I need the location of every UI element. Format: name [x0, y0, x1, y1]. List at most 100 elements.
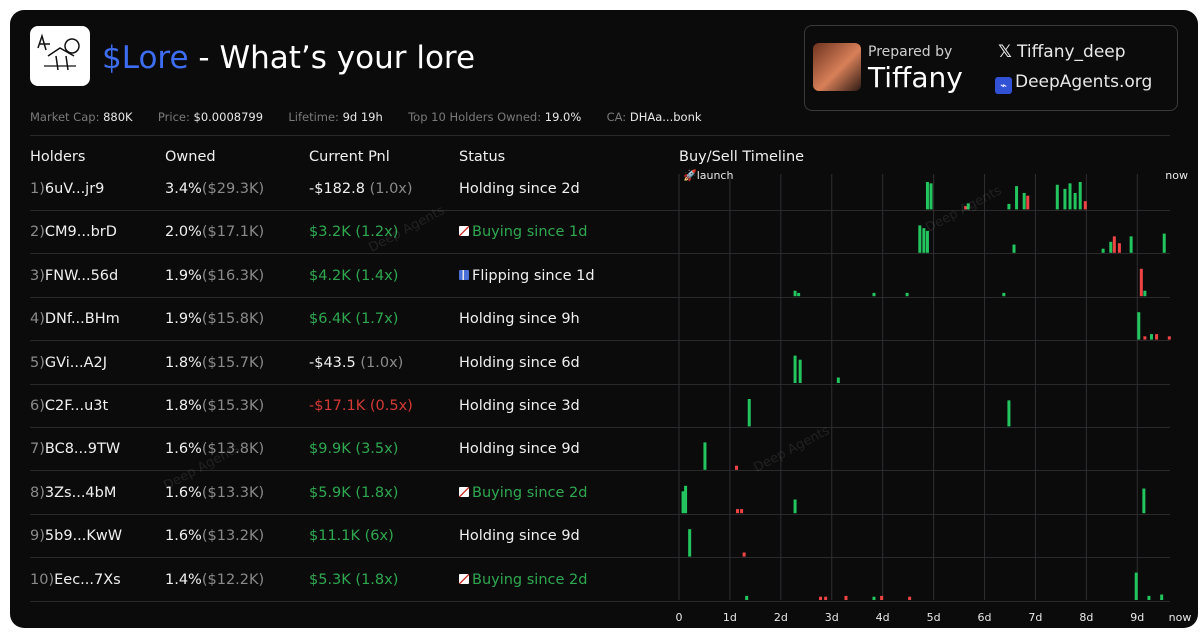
buy-bar: [797, 292, 801, 297]
pnl-cell: -$17.1K (0.5x): [309, 398, 413, 414]
sell-bar: [1083, 201, 1087, 210]
stat-value: $0.0008799: [193, 110, 264, 124]
holder-address[interactable]: 5b9...KwW: [44, 528, 123, 544]
buy-bar: [688, 529, 692, 557]
buy-bar: [1078, 182, 1082, 210]
buy-bar: [793, 499, 797, 514]
stat-value: 880K: [103, 110, 133, 124]
buy-bar: [1142, 488, 1146, 514]
owned-usd: ($17.1K): [201, 224, 265, 240]
pnl-cell: $5.9K (1.8x): [309, 485, 398, 501]
table-row[interactable]: 2)CM9...brD 2.0%($17.1K) $3.2K (1.2x) Buyin…: [10, 211, 1198, 254]
table-row[interactable]: 5)GVi...A2J 1.8%($15.7K) -$43.5 (1.0x) Hold…: [10, 342, 1198, 385]
pnl-value: -$43.5: [309, 355, 356, 371]
table-row[interactable]: 1)6uV...jr9 3.4%($29.3K) -$182.8 (1.0x) Hol…: [10, 168, 1198, 211]
holder-address[interactable]: 3Zs...4bM: [44, 485, 117, 501]
table-row[interactable]: 4)DNf...BHm 1.9%($15.8K) $6.4K (1.7x) Holdi…: [10, 298, 1198, 341]
buy-bar: [918, 225, 922, 253]
status-cell: Flipping since 1d: [459, 268, 595, 284]
buy-bar: [1109, 241, 1113, 253]
holder-address[interactable]: 6uV...jr9: [44, 181, 105, 197]
sell-bar: [736, 509, 740, 514]
status-text: Holding since 9d: [459, 441, 580, 457]
buy-bar: [703, 442, 707, 470]
author-name: Tiffany: [868, 61, 963, 94]
table-row[interactable]: 9)5b9...KwW 1.6%($13.2K) $11.1K (6x) Holdin…: [10, 515, 1198, 558]
owned-cell: 1.9%($16.3K): [165, 268, 264, 284]
pnl-value: $5.9K: [309, 485, 351, 501]
row-divider: [30, 514, 1170, 515]
owned-cell: 2.0%($17.1K): [165, 224, 264, 240]
table-row[interactable]: 6)C2F...u3t 1.8%($15.3K) -$17.1K (0.5x) Hol…: [10, 385, 1198, 428]
row-divider: [30, 297, 1170, 298]
holder-address[interactable]: GVi...A2J: [44, 355, 108, 371]
holder-cell: 10)Eec...7Xs: [30, 572, 121, 588]
buy-bar: [1002, 292, 1006, 297]
buy-bar: [1068, 183, 1072, 210]
owned-usd: ($13.3K): [201, 485, 265, 501]
sell-bar: [1143, 336, 1147, 340]
holder-rank: 7): [30, 441, 45, 457]
table-row[interactable]: 10)Eec...7Xs 1.4%($12.2K) $5.3K (1.8x) Buyi…: [10, 559, 1198, 602]
x-tick-label: 0: [676, 611, 683, 624]
pnl-value: -$182.8: [309, 181, 365, 197]
status-cell: Buying since 2d: [459, 485, 587, 501]
sell-bar: [844, 595, 848, 600]
stat-value: 9d 19h: [342, 110, 383, 124]
holder-rank: 5): [30, 355, 45, 371]
buy-bar: [1137, 312, 1141, 340]
report-card: $Lore - What’s your lore Prepared by Tif…: [10, 10, 1198, 628]
owned-usd: ($29.3K): [201, 181, 265, 197]
pnl-value: $9.9K: [309, 441, 351, 457]
owned-usd: ($15.7K): [201, 355, 265, 371]
buy-bar: [929, 183, 933, 210]
x-tick-label: 5d: [927, 611, 941, 624]
x-tick-label: 8d: [1079, 611, 1093, 624]
owned-percent: 1.8%: [165, 355, 202, 371]
x-tick-label: now: [1169, 611, 1192, 624]
buy-bar: [798, 359, 802, 383]
column-header-owned: Owned: [165, 149, 216, 165]
x-handle-link[interactable]: 𝕏 Tiffany_deep: [995, 42, 1125, 62]
sell-bar: [819, 596, 823, 600]
table-row[interactable]: 7)BC8...9TW 1.6%($13.8K) $9.9K (3.5x) Holdi…: [10, 428, 1198, 471]
site-link[interactable]: ⌁ DeepAgents.org: [995, 72, 1152, 94]
status-cell: Holding since 6d: [459, 355, 580, 371]
holder-address[interactable]: DNf...BHm: [44, 311, 120, 327]
prepared-by-panel: Prepared by Tiffany 𝕏 Tiffany_deep ⌁ DeepA…: [804, 25, 1178, 111]
pnl-cell: -$43.5 (1.0x): [309, 355, 403, 371]
sell-bar: [1139, 268, 1143, 297]
page-title: $Lore - What’s your lore: [102, 40, 475, 76]
sell-bar: [908, 596, 912, 600]
site-name: DeepAgents.org: [1015, 72, 1153, 92]
pnl-cell: $9.9K (3.5x): [309, 441, 398, 457]
holder-cell: 7)BC8...9TW: [30, 441, 120, 457]
holder-rank: 10): [30, 572, 55, 588]
holder-address[interactable]: C2F...u3t: [44, 398, 109, 414]
owned-cell: 1.6%($13.8K): [165, 441, 264, 457]
holder-address[interactable]: FNW...56d: [44, 268, 119, 284]
owned-usd: ($16.3K): [201, 268, 265, 284]
owned-cell: 1.8%($15.7K): [165, 355, 264, 371]
buy-bar: [1007, 203, 1011, 210]
pnl-multiple: (1.0x): [360, 355, 404, 371]
owned-percent: 1.6%: [165, 528, 202, 544]
buy-bar: [1160, 594, 1164, 600]
owned-usd: ($13.2K): [201, 528, 265, 544]
owned-usd: ($12.2K): [201, 572, 265, 588]
holder-address[interactable]: Eec...7Xs: [54, 572, 121, 588]
holder-address[interactable]: CM9...brD: [44, 224, 117, 240]
stat-label: Lifetime:: [288, 110, 339, 124]
buy-bar: [1055, 184, 1059, 210]
owned-cell: 1.4%($12.2K): [165, 572, 264, 588]
table-row[interactable]: 3)FNW...56d 1.9%($16.3K) $4.2K (1.4x) Flipp…: [10, 255, 1198, 298]
pnl-cell: -$182.8 (1.0x): [309, 181, 413, 197]
holder-rank: 4): [30, 311, 45, 327]
row-divider: [30, 427, 1170, 428]
holder-cell: 4)DNf...BHm: [30, 311, 120, 327]
pnl-cell: $4.2K (1.4x): [309, 268, 398, 284]
holder-address[interactable]: BC8...9TW: [44, 441, 121, 457]
token-ticker: $Lore: [102, 40, 189, 76]
stat-label: Top 10 Holders Owned:: [408, 110, 542, 124]
table-row[interactable]: 8)3Zs...4bM 1.6%($13.3K) $5.9K (1.8x) Buyin…: [10, 472, 1198, 515]
